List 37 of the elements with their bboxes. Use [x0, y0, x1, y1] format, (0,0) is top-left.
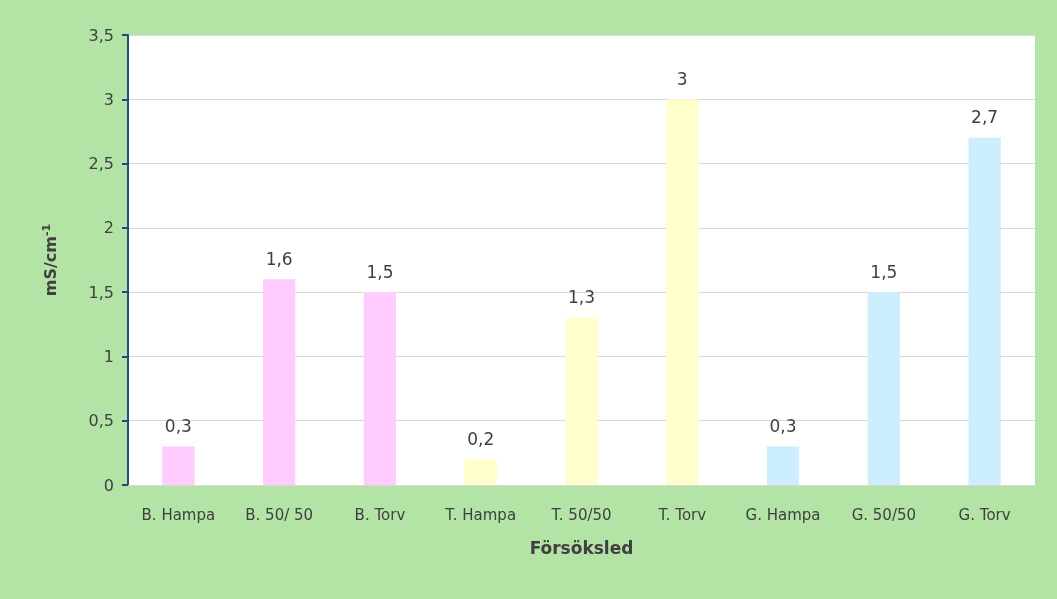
data-label: 0,3 [164, 415, 192, 436]
x-tick-label: B. Torv [354, 505, 406, 524]
y-tick-label: 2,5 [88, 154, 114, 174]
y-tick-label: 1,5 [88, 282, 114, 302]
data-label: 1,5 [366, 261, 394, 282]
x-tick-label: B. Hampa [141, 505, 216, 524]
x-tick-label: G. 50/50 [851, 505, 917, 524]
x-tick-label: T. Hampa [444, 505, 517, 524]
x-tick-label: G. Hampa [745, 505, 821, 524]
bar [162, 446, 195, 485]
bar [766, 446, 800, 485]
data-label: 2,7 [971, 107, 999, 128]
y-tick-label: 1 [103, 346, 114, 366]
y-tick-label: 3,5 [88, 25, 114, 45]
y-tick-label: 0 [103, 475, 114, 495]
x-tick-label: T. 50/50 [550, 505, 612, 524]
x-tick-label: G. Torv [958, 505, 1011, 524]
y-tick-label: 0,5 [88, 411, 114, 431]
y-axis-title: mS/cm-1 [40, 223, 60, 297]
x-tick-label: B. 50/ 50 [245, 505, 314, 524]
y-tick-label: 3 [103, 89, 114, 109]
x-tick-label: T. Torv [657, 505, 707, 524]
data-label: 1,3 [567, 287, 596, 308]
data-label: 1,5 [870, 261, 898, 282]
y-tick-label: 2 [103, 218, 114, 238]
bar [968, 137, 1001, 485]
data-label: 3 [676, 68, 688, 89]
bar [565, 317, 598, 485]
bar [867, 292, 900, 485]
data-label: 0,3 [769, 415, 797, 436]
bar [263, 279, 296, 485]
data-label: 0,2 [467, 428, 495, 449]
bar [363, 292, 397, 485]
bar [464, 459, 497, 485]
data-label: 1,6 [265, 248, 293, 269]
bar [666, 99, 699, 485]
x-axis-title: Försöksled [529, 537, 634, 558]
